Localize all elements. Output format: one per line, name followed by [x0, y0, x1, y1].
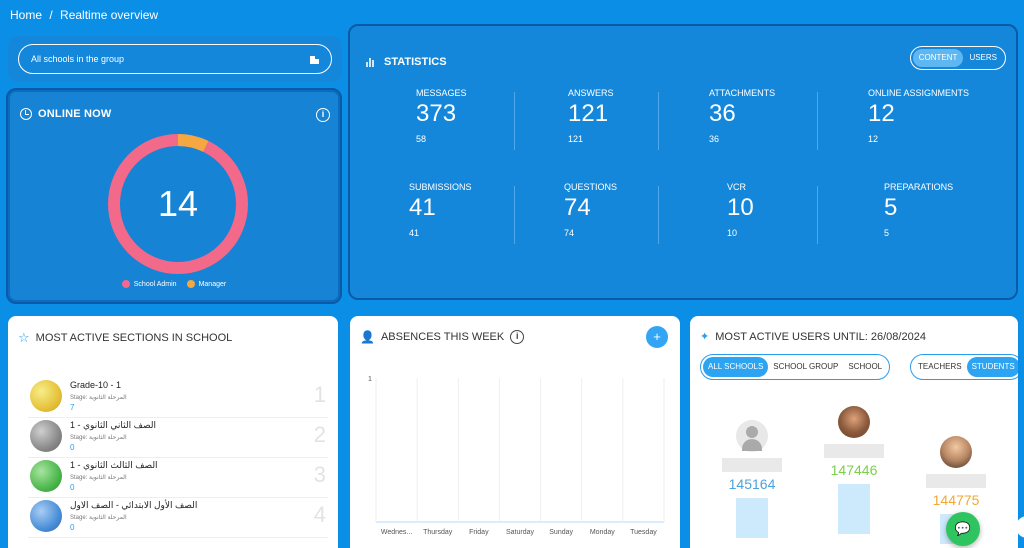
star-icon: ☆ — [18, 330, 30, 345]
online-total: 14 — [157, 183, 199, 224]
bar-chart-icon — [366, 57, 376, 67]
absences-header: 👤 ABSENCES THIS WEEK i — [360, 330, 525, 344]
divider — [817, 186, 818, 244]
school-selector-value: All schools in the group — [31, 54, 125, 64]
online-now-title: ONLINE NOW — [38, 108, 112, 120]
section-avatar — [30, 500, 62, 532]
most-active-sections-card: ☆ MOST ACTIVE SECTIONS IN SCHOOL Grade-1… — [8, 316, 338, 548]
donut-legend: School Admin Manager — [8, 280, 340, 288]
podium-second[interactable]: 145164 — [712, 420, 792, 538]
school-selector-panel: All schools in the group — [8, 36, 342, 82]
x-tick-label: Tuesday — [630, 529, 657, 536]
stat-questions: QUESTIONS 74 74 — [564, 182, 618, 238]
breadcrumb-home[interactable]: Home — [10, 8, 43, 22]
role-students[interactable]: STUDENTS — [966, 357, 1018, 377]
stat-submissions: SUBMISSIONS 41 41 — [409, 182, 472, 238]
legend-item-school-admin[interactable]: School Admin — [121, 280, 177, 288]
donut-segment-manager — [108, 134, 248, 274]
stat-messages: MESSAGES 373 58 — [416, 88, 467, 144]
avatar — [940, 436, 972, 468]
online-donut-chart — [108, 134, 248, 274]
toggle-users[interactable]: USERS — [969, 53, 997, 62]
sections-header: ☆ MOST ACTIVE SECTIONS IN SCHOOL — [18, 330, 232, 346]
person-add-icon: 👤 — [360, 330, 375, 344]
scope-segmented-control: ALL SCHOOLS SCHOOL GROUP SCHOOL — [700, 354, 891, 380]
breadcrumb: Home / Realtime overview — [10, 8, 158, 22]
scope-school[interactable]: SCHOOL — [848, 362, 883, 371]
content-users-toggle: CONTENT USERS — [909, 46, 1006, 70]
x-tick-label: Wednes... — [381, 529, 412, 536]
user-score: 144775 — [932, 492, 980, 508]
x-tick-label: Monday — [590, 529, 615, 536]
divider — [817, 92, 818, 150]
podium-bar — [838, 484, 870, 534]
divider — [514, 92, 515, 150]
x-tick-label: Friday — [469, 529, 489, 536]
x-tick-label: Sunday — [549, 529, 573, 536]
user-score: 147446 — [830, 462, 878, 478]
clock-icon — [20, 108, 32, 120]
role-teachers[interactable]: TEACHERS — [918, 362, 962, 371]
section-avatar — [30, 460, 62, 492]
divider — [658, 92, 659, 150]
scope-school-group[interactable]: SCHOOL GROUP — [773, 362, 839, 371]
chat-icon: 💬 — [954, 521, 972, 536]
user-score: 145164 — [728, 476, 776, 492]
stat-online-assignments: ONLINE ASSIGNMENTS 12 12 — [868, 88, 970, 144]
users-header: ✦ MOST ACTIVE USERS UNTIL: 26/08/2024 — [700, 330, 926, 344]
podium-bar — [736, 498, 768, 538]
online-now-panel: ONLINE NOW i 14 School Admin Manager — [6, 88, 342, 304]
statistics-title: STATISTICS — [384, 56, 447, 68]
absences-chart: 1 Wednes... Thursday Friday Saturday Sunday Mo… — [368, 376, 665, 536]
section-row[interactable]: Grade-10 - 1 Stage: المرحلة الثانوية 7 1 — [28, 378, 328, 418]
statistics-header: STATISTICS — [366, 56, 447, 68]
toggle-content[interactable]: CONTENT — [912, 49, 964, 67]
x-tick-label: Thursday — [423, 529, 453, 536]
side-drawer-handle[interactable] — [1016, 516, 1024, 538]
divider — [658, 186, 659, 244]
school-selector[interactable]: All schools in the group — [18, 44, 332, 74]
online-now-header: ONLINE NOW — [20, 108, 112, 120]
breadcrumb-current: Realtime overview — [60, 8, 159, 22]
username-blurred — [824, 444, 884, 458]
y-tick-label: 1 — [368, 376, 372, 383]
users-title: MOST ACTIVE USERS UNTIL: 26/08/2024 — [715, 330, 926, 343]
divider — [514, 186, 515, 244]
avatar — [736, 420, 768, 452]
add-button[interactable]: + — [646, 326, 668, 348]
section-row[interactable]: الصف الثالث الثانوي - 1 Stage: المرحلة ا… — [28, 458, 328, 498]
absences-card: 👤 ABSENCES THIS WEEK i + 1 Wednes... Thurs… — [350, 316, 680, 548]
avatar — [838, 406, 870, 438]
username-blurred — [722, 458, 782, 472]
role-segmented-control: TEACHERS STUDENTS — [910, 354, 1018, 380]
most-active-users-card: ✦ MOST ACTIVE USERS UNTIL: 26/08/2024 AL… — [690, 316, 1018, 548]
statistics-panel: STATISTICS CONTENT USERS MESSAGES 373 58 A… — [348, 24, 1018, 300]
sections-title: MOST ACTIVE SECTIONS IN SCHOOL — [35, 332, 233, 344]
section-row[interactable]: الصف الثاني الثانوي - 1 Stage: المرحلة ا… — [28, 418, 328, 458]
stat-preparations: PREPARATIONS 5 5 — [884, 182, 954, 238]
breadcrumb-separator: / — [49, 8, 53, 22]
stat-vcr: VCR 10 10 — [727, 182, 754, 238]
legend-item-manager[interactable]: Manager — [186, 280, 226, 288]
info-icon[interactable]: i — [510, 330, 525, 344]
section-avatar — [30, 380, 62, 412]
info-icon[interactable]: i — [316, 108, 330, 122]
stat-attachments: ATTACHMENTS 36 36 — [709, 88, 776, 144]
username-blurred — [926, 474, 986, 488]
scope-all-schools[interactable]: ALL SCHOOLS — [703, 357, 769, 377]
section-avatar — [30, 420, 62, 452]
stat-answers: ANSWERS 121 121 — [568, 88, 614, 144]
section-row[interactable]: الصف الأول الابتدائي - الصف الاول Stage:… — [28, 498, 328, 538]
podium-first[interactable]: 147446 — [814, 406, 894, 534]
chat-button[interactable]: 💬 — [946, 512, 980, 546]
building-icon — [309, 54, 319, 64]
sparkle-icon: ✦ — [700, 331, 710, 343]
x-tick-label: Saturday — [506, 529, 535, 536]
absences-title: ABSENCES THIS WEEK — [380, 331, 505, 343]
